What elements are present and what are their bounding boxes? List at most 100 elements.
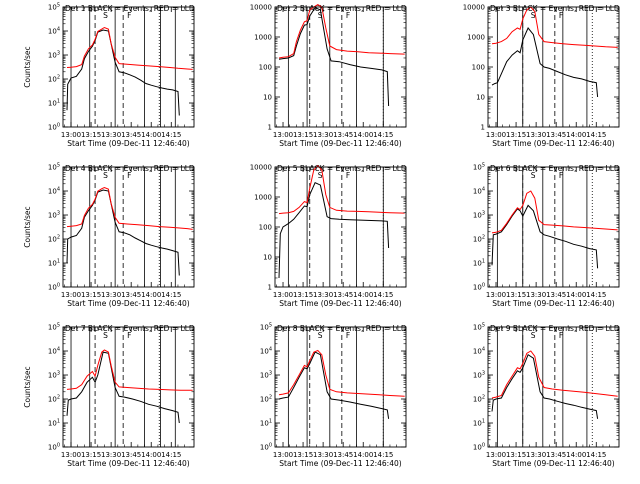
- series-events-black: [491, 27, 599, 98]
- x-tick-label: 14:00: [141, 131, 161, 139]
- y-tick-label: 100: [260, 443, 272, 452]
- series-events-black: [491, 204, 599, 269]
- panel-title: Det 1 BLACK = Events, RED = LLD: [65, 4, 195, 13]
- y-tick-label: 100: [259, 224, 272, 232]
- y-tick-label: 10000: [250, 164, 272, 172]
- y-tick-base: 10: [473, 212, 482, 220]
- x-tick-label: 13:30: [526, 451, 546, 459]
- y-tick-exponent: 3: [482, 211, 485, 217]
- x-tick-label: 14:15: [161, 131, 181, 139]
- x-axis-label: Start Time (09-Dec-11 12:46:40): [67, 139, 189, 148]
- y-tick-base: 10: [48, 164, 57, 172]
- y-tick-label: 1000: [254, 34, 272, 42]
- marker-label-f: F: [346, 11, 350, 20]
- x-tick-label: 13:00: [273, 291, 293, 299]
- series-events-black: [278, 182, 390, 279]
- series-lld-red: [491, 350, 618, 399]
- y-tick-exponent: 2: [482, 235, 485, 241]
- y-tick-label: 10: [476, 94, 485, 102]
- y-tick-exponent: 2: [57, 235, 60, 241]
- series-lld-red: [491, 190, 618, 234]
- x-tick-label: 13:30: [313, 291, 333, 299]
- y-tick-base: 10: [260, 324, 269, 332]
- y-tick-label: 103: [473, 371, 485, 380]
- y-tick-exponent: 3: [57, 51, 60, 57]
- marker-label-f: F: [559, 11, 563, 20]
- x-tick-label: 13:00: [273, 451, 293, 459]
- y-tick-exponent: 5: [57, 163, 60, 169]
- y-tick-label: 1: [481, 124, 485, 132]
- x-tick-label: 14:00: [353, 131, 373, 139]
- y-tick-exponent: 1: [482, 259, 485, 265]
- y-tick-base: 10: [48, 284, 57, 292]
- panel-title: Det 4 BLACK = Events, RED = LLD: [65, 164, 195, 173]
- marker-label-f: F: [559, 171, 563, 180]
- y-tick-label: 103: [48, 51, 60, 60]
- plot-frame: [274, 326, 407, 448]
- x-tick-label: 14:15: [373, 131, 393, 139]
- marker-label-s: S: [531, 11, 536, 20]
- y-tick-label: 102: [260, 395, 272, 404]
- x-tick-label: 13:45: [121, 131, 141, 139]
- y-tick-label: 101: [48, 99, 60, 108]
- x-tick-label: 13:45: [546, 291, 566, 299]
- x-tick-label: 13:30: [101, 451, 121, 459]
- y-tick-base: 10: [48, 188, 57, 196]
- y-tick-base: 1: [268, 124, 272, 132]
- series-events-black: [66, 189, 180, 276]
- plot-frame: [274, 166, 407, 288]
- y-tick-label: 101: [473, 259, 485, 268]
- x-tick-label: 14:00: [566, 451, 586, 459]
- marker-label-f: F: [127, 331, 131, 340]
- y-tick-base: 10: [48, 348, 57, 356]
- x-tick-label: 13:15: [293, 451, 313, 459]
- x-tick-label: 14:15: [586, 291, 606, 299]
- y-tick-base: 10: [473, 420, 482, 428]
- y-tick-exponent: 2: [269, 395, 272, 401]
- series-lld-red: [66, 349, 193, 391]
- y-tick-exponent: 4: [57, 27, 60, 33]
- y-tick-exponent: 4: [269, 347, 272, 353]
- y-tick-label: 10000: [463, 4, 485, 12]
- y-tick-base: 10: [48, 324, 57, 332]
- marker-label-f: F: [346, 171, 350, 180]
- y-tick-base: 10: [48, 76, 57, 84]
- y-tick-base: 10: [48, 396, 57, 404]
- y-tick-exponent: 1: [482, 419, 485, 425]
- y-tick-base: 10: [473, 348, 482, 356]
- series-lld-red: [278, 165, 405, 215]
- y-tick-label: 103: [48, 371, 60, 380]
- x-tick-label: 14:15: [586, 451, 606, 459]
- y-tick-label: 105: [473, 163, 485, 172]
- x-tick-label: 14:00: [353, 451, 373, 459]
- y-tick-label: 100: [473, 283, 485, 292]
- y-tick-exponent: 2: [482, 395, 485, 401]
- x-tick-label: 13:15: [81, 291, 101, 299]
- x-axis-label: Start Time (09-Dec-11 12:46:40): [492, 299, 614, 308]
- x-tick-label: 13:30: [313, 131, 333, 139]
- y-tick-label: 104: [260, 347, 272, 356]
- x-tick-label: 13:15: [506, 131, 526, 139]
- x-axis-label: Start Time (09-Dec-11 12:46:40): [279, 459, 401, 468]
- x-tick-label: 13:45: [546, 451, 566, 459]
- y-tick-exponent: 4: [57, 347, 60, 353]
- y-tick-label: 105: [48, 323, 60, 332]
- x-axis-label: Start Time (09-Dec-11 12:46:40): [67, 299, 189, 308]
- x-tick-label: 13:00: [486, 451, 506, 459]
- y-tick-base: 10: [48, 236, 57, 244]
- marker-label-f: F: [127, 171, 131, 180]
- y-tick-base: 1000: [467, 34, 485, 42]
- y-tick-base: 10: [48, 4, 57, 12]
- x-tick-label: 13:30: [526, 131, 546, 139]
- x-tick-label: 13:30: [101, 291, 121, 299]
- x-tick-label: 13:30: [101, 131, 121, 139]
- series-lld-red: [278, 4, 405, 59]
- x-tick-label: 13:00: [61, 291, 81, 299]
- x-tick-label: 14:15: [373, 451, 393, 459]
- plot-frame: [62, 326, 195, 448]
- marker-label-s: S: [531, 171, 536, 180]
- y-tick-base: 1000: [254, 194, 272, 202]
